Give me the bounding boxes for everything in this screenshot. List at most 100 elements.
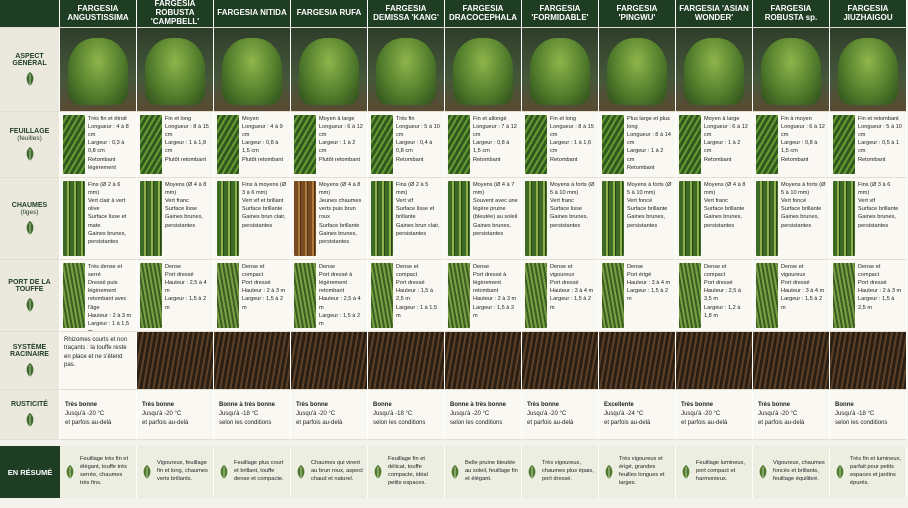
- port-photo: [525, 263, 547, 328]
- port-line: Hauteur : 3 à 4 m: [781, 288, 825, 295]
- feuillage-line: Longueur : 5 à 10 cm: [858, 124, 902, 139]
- feuillage-line: Plutôt retombant: [319, 156, 361, 163]
- port-line: Largeur : 1 à 1,5 m: [396, 304, 438, 319]
- leaf-icon: [605, 465, 613, 479]
- feuillage-text: Fin et allongé Longueur : 7 à 12 cm Largeu…: [473, 115, 518, 174]
- feuillage-line: Longueur : 4 à 8 cm: [88, 124, 129, 139]
- port-line: Dense et vigoureux: [781, 264, 806, 279]
- hardiness-line: selon les conditions: [219, 419, 272, 426]
- chaumes-line: Surface brillante: [319, 222, 360, 229]
- feuillage-line: Largeur : 0,5 à 1 cm: [858, 140, 900, 155]
- port-text: Dense et compact Port dressé Hauteur : 1,5…: [396, 263, 441, 328]
- chaumes-line: Vert franc: [704, 198, 728, 205]
- port-line: Hauteur : 2,5 à 4 m: [165, 280, 207, 295]
- hardiness-cell: Très bonne Jusqu'à -20 °C et parfois au-de…: [291, 390, 368, 440]
- feuillage-line: Longueur : 7 à 12 cm: [473, 124, 517, 139]
- feuillage-line: Très fin: [396, 116, 415, 122]
- bush: [530, 38, 590, 105]
- chaumes-photo: [371, 181, 393, 256]
- row-label-text: PORT DE LA TOUFFE: [8, 278, 51, 293]
- chaumes-line: Gaines brun clair, persistantes: [242, 214, 286, 229]
- hardiness-line: et parfois au-delà: [296, 419, 343, 426]
- root-photo: [137, 332, 214, 390]
- row-label: SYSTÈME RACINAIRE: [0, 332, 60, 390]
- summary-cell: Feuillage plus court et brillant, touffe…: [214, 446, 291, 498]
- feuillage-line: Longueur : 8 à 15 cm: [550, 124, 594, 139]
- chaumes-photo: [679, 181, 701, 256]
- bush: [68, 38, 128, 105]
- feuillage-line: Largeur : 0,8 à 1,5 cm: [242, 140, 279, 155]
- summary-cell: Très vigoureux et érigé, grandes feuille…: [599, 446, 676, 498]
- port-line: Hauteur : 3 à 4 m: [627, 280, 671, 287]
- chaumes-text: Fins (Ø 2 à 5 mm) Vert vif Surface lisse e…: [396, 181, 441, 256]
- root-photo: [214, 332, 291, 390]
- root-photo: [522, 332, 599, 390]
- row-label: RUSTICITÉ: [0, 390, 60, 440]
- hardiness-text: Bonne à très bonne Jusqu'à -20 °C selon le…: [450, 401, 506, 427]
- chaumes-cell: Moyens (Ø 4 à 8 mm) Jeunes chaumes verts …: [291, 178, 368, 260]
- feuillage-line: Moyen à large: [704, 116, 740, 122]
- port-line: Largeur : 1,5 à 2 m: [242, 296, 284, 311]
- chaumes-cell: Moyens (Ø 4 à 8 mm) Vert franc Surface bri…: [676, 178, 753, 260]
- feuillage-line: Très fin et étroit: [88, 116, 127, 122]
- port-line: Port dressé: [781, 280, 810, 287]
- port-line: Largeur : 1,5 à 2 m: [550, 296, 592, 311]
- port-cell: Dense Port dressé à légèrement retombant H…: [291, 260, 368, 332]
- port-line: Largeur : 1,5 à 2 m: [781, 296, 823, 311]
- feuillage-line: Retombant: [704, 156, 732, 163]
- leaf-icon: [66, 465, 74, 479]
- plant-photo: [830, 28, 907, 112]
- port-cell: Dense et vigoureux Port dressé Hauteur : 3…: [753, 260, 830, 332]
- feuillage-cell: Très fin Longueur : 5 à 10 cm Largeur : 0,…: [368, 112, 445, 178]
- hardiness-line: et parfois au-delà: [681, 419, 728, 426]
- leaf-icon: [220, 465, 228, 479]
- feuillage-photo: [448, 115, 470, 174]
- chaumes-line: Surface brillante: [858, 206, 899, 213]
- chaumes-photo: [448, 181, 470, 256]
- summary-cell: Vigoureux, chaumes foncés et brillants, …: [753, 446, 830, 498]
- hardiness-line: Très bonne: [296, 402, 329, 409]
- chaumes-photo: [140, 181, 162, 256]
- chaumes-line: Vert vif et brillant: [242, 198, 284, 205]
- port-text: Dense Port dressé Hauteur : 2,5 à 4 m Large…: [165, 263, 210, 328]
- bush: [222, 38, 282, 105]
- bush: [761, 38, 821, 105]
- port-line: Port dressé: [165, 272, 194, 279]
- hardiness-line: Jusqu'à -20 °C: [296, 411, 336, 418]
- root-photo: [676, 332, 753, 390]
- column-header: FARGESIA 'ASIAN WONDER': [676, 0, 753, 28]
- feuillage-photo: [217, 115, 239, 174]
- hardiness-text: Très bonne Jusqu'à -20 °C et parfois au-de…: [142, 401, 188, 427]
- port-cell: Dense et vigoureux Port dressé Hauteur : 3…: [522, 260, 599, 332]
- leaf-icon: [297, 465, 305, 479]
- hardiness-cell: Très bonne Jusqu'à -20 °C et parfois au-de…: [753, 390, 830, 440]
- hardiness-text: Bonne Jusqu'à -18 °C selon les conditions: [835, 401, 887, 427]
- chaumes-line: Surface lisse: [165, 206, 198, 213]
- root-photo: [291, 332, 368, 390]
- summary-cell: Très fin et lumineux, parfait pour petit…: [830, 446, 907, 498]
- port-text: Dense et vigoureux Port dressé Hauteur : 3…: [781, 263, 826, 328]
- root-photo: [599, 332, 676, 390]
- port-text: Dense et compact Port dressé Hauteur : 2,5…: [704, 263, 749, 328]
- port-line: Dense et compact: [396, 264, 419, 279]
- bush: [684, 38, 744, 105]
- feuillage-cell: Fin et allongé Longueur : 7 à 12 cm Largeu…: [445, 112, 522, 178]
- row-label-text: SYSTÈME RACINAIRE: [10, 343, 49, 358]
- port-photo: [63, 263, 85, 328]
- row-label-text: RUSTICITÉ: [11, 401, 48, 408]
- chaumes-line: Moyens (Ø 4 à 8 mm): [165, 182, 207, 197]
- leaf-icon: [26, 146, 33, 161]
- chaumes-text: Fins (Ø 3 à 6 mm) Vert vif Surface brillan…: [858, 181, 903, 256]
- summary-text: Vigoureux, chaumes foncés et brillants, …: [773, 460, 825, 482]
- feuillage-photo: [371, 115, 393, 174]
- feuillage-cell: Moyen à large Longueur : 6 à 12 cm Largeur…: [676, 112, 753, 178]
- port-text: Dense et compact Port dressé Hauteur : 2 à…: [858, 263, 903, 328]
- feuillage-line: Largeur : 1 à 1,8 cm: [165, 140, 207, 155]
- chaumes-photo: [63, 181, 85, 256]
- feuillage-line: Retombant légèrement: [88, 156, 116, 171]
- summary-text: Belle pruine bleutée au soleil, feuillag…: [465, 460, 518, 482]
- chaumes-line: Gaines brunes, persistantes: [550, 214, 588, 229]
- port-line: Port dressé: [242, 280, 271, 287]
- feuillage-cell: Fin et retombant Longueur : 5 à 10 cm Larg…: [830, 112, 907, 178]
- feuillage-line: Longueur : 6 à 12 cm: [319, 124, 363, 139]
